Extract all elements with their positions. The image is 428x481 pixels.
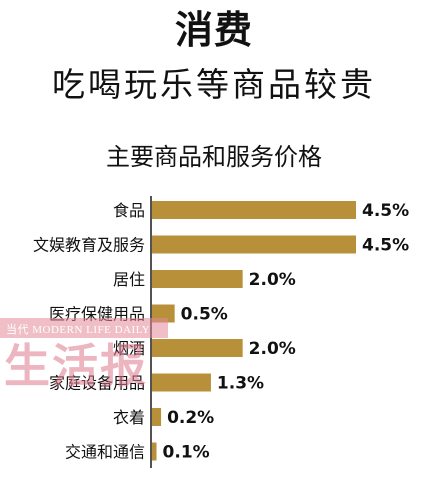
chart-title: 主要商品和服务价格 [106, 143, 322, 171]
page-title: 消费 [174, 8, 253, 52]
bar [152, 235, 356, 254]
category-label: 食品 [113, 201, 145, 220]
category-label: 衣着 [113, 408, 145, 427]
value-label: 4.5% [362, 201, 409, 221]
bar [152, 339, 243, 357]
bar [152, 408, 162, 426]
bars-layer: 食品 4.5% 文娱教育及服务 4.5% 居住 2.0% 医疗保健用品 0.5% 烟酒 2.0% 家… [33, 201, 409, 463]
bar [152, 373, 211, 392]
category-label: 医疗保健用品 [49, 305, 145, 324]
category-label: 交通和通信 [65, 443, 145, 462]
bar [152, 270, 243, 288]
value-label: 2.0% [249, 339, 296, 359]
bar [152, 201, 356, 219]
value-label: 0.1% [163, 443, 210, 463]
bar [152, 442, 157, 461]
category-label: 家庭设备用品 [49, 374, 145, 393]
value-label: 0.5% [181, 305, 228, 325]
category-label: 居住 [113, 270, 145, 289]
bar [152, 304, 175, 323]
category-label: 烟酒 [113, 339, 145, 358]
page-subtitle: 吃喝玩乐等商品较贵 [52, 65, 376, 104]
value-label: 0.2% [167, 408, 214, 428]
value-label: 2.0% [249, 270, 296, 290]
category-label: 文娱教育及服务 [33, 236, 145, 255]
value-label: 1.3% [217, 374, 264, 394]
value-label: 4.5% [362, 236, 409, 256]
